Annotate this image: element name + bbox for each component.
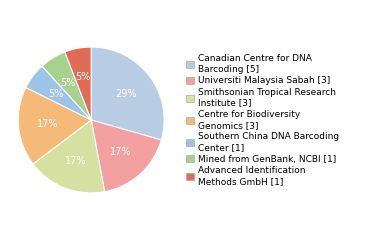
Wedge shape [91, 120, 162, 192]
Wedge shape [65, 47, 91, 120]
Text: 17%: 17% [110, 147, 131, 157]
Wedge shape [42, 52, 91, 120]
Text: 17%: 17% [65, 156, 86, 166]
Text: 5%: 5% [76, 72, 91, 82]
Wedge shape [18, 87, 91, 164]
Wedge shape [26, 66, 91, 120]
Text: 5%: 5% [49, 89, 64, 99]
Text: 29%: 29% [116, 89, 137, 99]
Wedge shape [91, 47, 164, 140]
Text: 5%: 5% [60, 78, 76, 88]
Text: 17%: 17% [37, 119, 59, 129]
Wedge shape [33, 120, 104, 193]
Legend: Canadian Centre for DNA
Barcoding [5], Universiti Malaysia Sabah [3], Smithsonia: Canadian Centre for DNA Barcoding [5], U… [186, 54, 339, 186]
